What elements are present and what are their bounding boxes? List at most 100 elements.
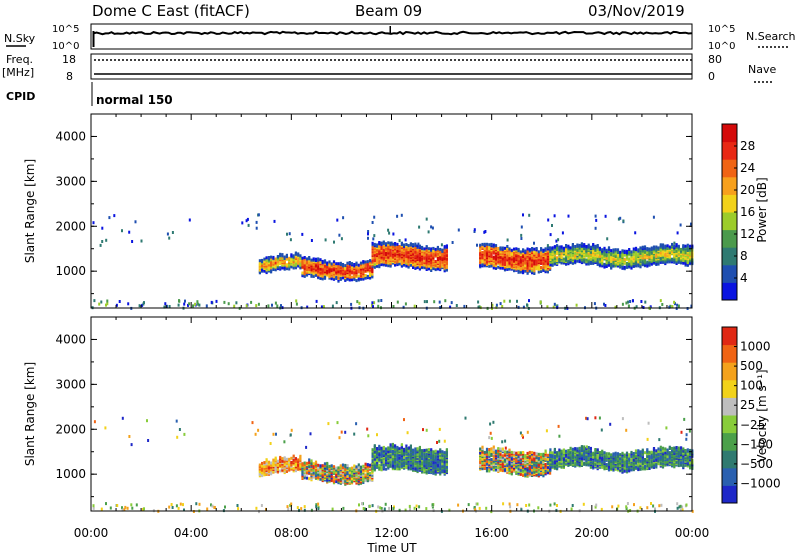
heatmap-cell (439, 464, 442, 468)
heatmap-cell (350, 262, 354, 266)
heatmap-cell (261, 264, 264, 268)
heatmap-cell (405, 444, 408, 448)
heatmap-cell (101, 226, 104, 230)
heatmap-cell (598, 416, 601, 420)
heatmap-cell (560, 456, 563, 460)
heatmap-cell (336, 421, 339, 425)
heatmap-cell (664, 252, 667, 256)
heatmap-cell (607, 465, 611, 469)
heatmap-cell (128, 435, 131, 438)
heatmap-cell (285, 470, 288, 473)
heatmap-cell (490, 447, 493, 451)
heatmap-cell (305, 261, 309, 265)
heatmap-cell (455, 304, 458, 307)
heatmap-cell (425, 217, 428, 221)
heatmap-cell (261, 461, 264, 465)
heatmap-cell (294, 469, 297, 473)
heatmap-cell (274, 265, 277, 269)
heatmap-cell (341, 263, 345, 266)
cpid-row: CPID normal 150 (6, 82, 173, 107)
heatmap-cell (546, 244, 549, 248)
heatmap-cell (432, 454, 435, 458)
heatmap-cell (403, 243, 406, 247)
heatmap-cell (312, 468, 315, 472)
freq-panel: Freq. [MHz] 18 8 80 0 Nave (2, 53, 776, 83)
heatmap-cell (340, 237, 343, 241)
heatmap-cell (183, 302, 186, 306)
heatmap-cell (463, 304, 466, 308)
heatmap-cell (623, 249, 626, 253)
heatmap-cell (445, 244, 448, 248)
heatmap-cell (485, 242, 489, 246)
heatmap-cell (338, 233, 341, 237)
colorbar-segment (722, 124, 737, 143)
heatmap-cell (367, 434, 370, 438)
heatmap-cell (443, 245, 446, 249)
heatmap-cell (589, 446, 592, 450)
heatmap-cell (673, 241, 676, 245)
heatmap-cell (402, 305, 405, 309)
heatmap-cell (344, 430, 347, 434)
heatmap-cell (587, 450, 590, 454)
heatmap-cell (501, 266, 504, 270)
heatmap-cell (288, 468, 291, 472)
heatmap-cell (341, 276, 345, 280)
heatmap-cell (438, 439, 441, 443)
heatmap-cell (565, 258, 568, 262)
heatmap-cell (263, 257, 266, 261)
heatmap-cell (537, 452, 540, 456)
heatmap-cell (585, 416, 587, 420)
heatmap-cell (537, 265, 540, 269)
heatmap-cell (443, 451, 446, 455)
heatmap-cell (215, 299, 218, 303)
heatmap-cell (391, 242, 394, 246)
heatmap-cell (499, 467, 502, 471)
heatmap-cell (562, 257, 565, 261)
heatmap-cell (603, 302, 605, 306)
heatmap-cell (616, 248, 620, 252)
heatmap-cell (592, 451, 595, 455)
heatmap-cell (671, 446, 674, 450)
heatmap-cell (430, 461, 433, 465)
heatmap-cell (503, 246, 507, 250)
heatmap-cell (414, 455, 417, 459)
heatmap-cell (392, 305, 395, 308)
heatmap-cell (255, 220, 258, 224)
plot-title: Dome C East (fitACF) (92, 2, 250, 20)
heatmap-cell (305, 476, 309, 480)
heatmap-cell (432, 246, 435, 250)
heatmap-cell (652, 257, 656, 261)
heatmap-cell (630, 450, 633, 454)
heatmap-cell (565, 449, 568, 453)
heatmap-cell (661, 303, 664, 306)
heatmap-cell (369, 259, 372, 263)
heatmap-cell (317, 257, 320, 261)
heatmap-cell (648, 450, 651, 454)
colorbar-segment (722, 264, 737, 283)
heatmap-cell (497, 260, 500, 264)
heatmap-cell (422, 428, 424, 432)
heatmap-cell (403, 447, 406, 451)
heatmap-cell (425, 254, 428, 258)
heatmap-cell (93, 299, 96, 303)
heatmap-cell (657, 447, 660, 451)
heatmap-cell (346, 464, 349, 468)
heatmap-cell (668, 451, 671, 455)
heatmap-cell (526, 451, 529, 455)
heatmap-cell (517, 269, 520, 273)
heatmap-cell (400, 213, 403, 217)
heatmap-cell (106, 302, 109, 306)
heatmap-cell (488, 453, 491, 457)
heatmap-cell (439, 264, 442, 268)
heatmap-cell (457, 228, 460, 232)
heatmap-cell (506, 450, 509, 454)
heatmap-cell (382, 460, 385, 464)
heatmap-cell (574, 251, 577, 255)
heatmap-cell (607, 253, 611, 257)
heatmap-cell (416, 463, 419, 467)
heatmap-cell (436, 245, 439, 249)
heatmap-cell (373, 448, 376, 452)
heatmap-cell (441, 248, 444, 252)
heatmap-cell (583, 461, 586, 465)
